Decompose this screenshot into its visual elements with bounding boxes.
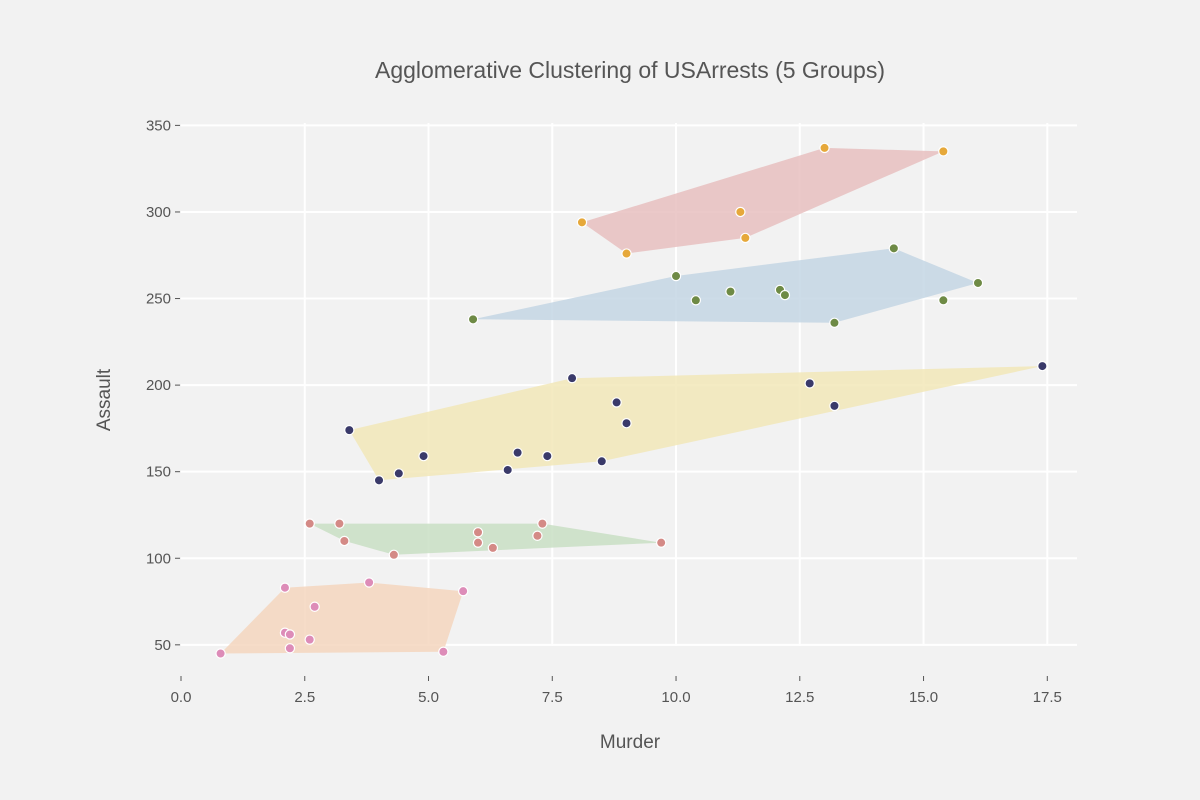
cluster-5-point	[284, 629, 296, 640]
cluster-1-point	[938, 146, 949, 157]
x-tick-label: 7.5	[542, 689, 563, 706]
cluster-1-point	[819, 142, 830, 154]
y-tick-label: 200	[146, 377, 171, 394]
y-tick-label: 100	[146, 550, 171, 567]
cluster-4-point	[487, 542, 499, 554]
y-tick-label: 300	[146, 204, 171, 221]
x-tick-label: 2.5	[294, 689, 315, 706]
cluster-2-point	[670, 270, 682, 282]
x-tick-label: 15.0	[909, 689, 938, 706]
chart-title: Agglomerative Clustering of USArrests (5…	[375, 57, 885, 83]
data-points	[215, 142, 1048, 659]
cluster-3-point	[512, 447, 523, 458]
cluster-3-point	[621, 418, 632, 429]
cluster-3-point	[542, 450, 553, 462]
cluster-2-point	[725, 286, 736, 297]
cluster-2-point	[972, 277, 984, 289]
cluster-2-point	[779, 289, 791, 301]
x-axis-title: Murder	[600, 732, 661, 753]
y-axis-ticks: 50 100 150 200 250 300 350	[146, 117, 180, 654]
cluster-5-point	[284, 643, 296, 654]
y-tick-label: 250	[146, 291, 171, 308]
cluster-3-point	[418, 450, 429, 462]
x-tick-label: 0.0	[171, 689, 192, 706]
cluster-3-point	[611, 397, 622, 408]
cluster-3-point	[829, 400, 840, 412]
y-tick-label: 350	[146, 117, 171, 134]
cluster-3-point	[1037, 360, 1048, 372]
x-tick-label: 12.5	[785, 689, 814, 706]
cluster-4-point	[472, 527, 484, 538]
cluster-2-hull	[473, 248, 978, 323]
cluster-4-point	[304, 518, 315, 529]
cluster-3-point	[373, 475, 385, 486]
x-axis-ticks: 0.0 2.5 5.0 7.5 10.0 12.5 15.0 17.5	[171, 676, 1062, 706]
cluster-5-point	[438, 646, 449, 657]
cluster-1-point	[735, 206, 746, 218]
cluster-4-point	[472, 537, 484, 548]
y-tick-label: 50	[154, 637, 171, 654]
cluster-5-point	[279, 582, 291, 593]
cluster-4-point	[388, 549, 400, 560]
cluster-4-point	[655, 537, 667, 548]
cluster-5-hull	[220, 582, 464, 654]
cluster-4-point	[339, 535, 350, 547]
cluster-2-point	[467, 314, 479, 325]
cluster-2-point	[829, 317, 840, 328]
cluster-4-point	[532, 530, 543, 541]
cluster-3-point	[596, 456, 607, 467]
cluster-3-point	[566, 372, 578, 384]
cluster-3-point	[502, 464, 513, 476]
x-tick-label: 5.0	[418, 689, 439, 706]
cluster-hulls	[220, 147, 1043, 654]
y-axis-title: Assault	[94, 368, 115, 431]
cluster-3-point	[393, 468, 405, 479]
cluster-2-point	[888, 243, 900, 254]
cluster-1-point	[576, 217, 588, 228]
cluster-3-point	[804, 378, 815, 389]
cluster-5-point	[363, 577, 375, 588]
cluster-3-point	[344, 424, 355, 436]
cluster-1-point	[740, 232, 751, 244]
cluster-4-point	[537, 518, 548, 529]
cluster-4-hull	[309, 523, 662, 555]
cluster-5-point	[309, 601, 320, 612]
cluster-2-point	[938, 295, 949, 306]
cluster-5-point	[457, 585, 469, 597]
cluster-5-point	[304, 634, 315, 645]
cluster-1-point	[621, 248, 632, 259]
cluster-5-point	[215, 648, 226, 659]
cluster-4-point	[334, 518, 345, 529]
cluster-1-hull	[582, 147, 944, 254]
x-tick-label: 10.0	[661, 689, 690, 706]
y-tick-label: 150	[146, 464, 171, 481]
x-tick-label: 17.5	[1033, 689, 1062, 706]
cluster-2-point	[690, 295, 702, 306]
cluster-3-hull	[349, 366, 1043, 481]
